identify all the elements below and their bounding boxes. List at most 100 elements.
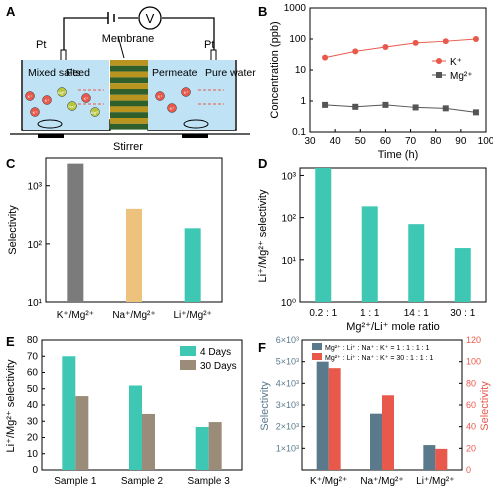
feed-label: Feed xyxy=(66,67,90,79)
circuit-wire xyxy=(63,17,215,50)
membrane-layer xyxy=(110,65,148,72)
axis-ticks-c: 10¹ 10² 10³ xyxy=(28,182,50,309)
panel-letter-b: B xyxy=(258,4,267,19)
data-point xyxy=(472,36,479,42)
y-tick-label: 2×10³ xyxy=(276,422,299,432)
bar xyxy=(208,422,222,470)
y-tick-label: 60 xyxy=(27,368,39,379)
bar xyxy=(315,168,332,302)
legend-b: K⁺ Mg²⁺ xyxy=(432,57,473,82)
y-tick-label: 3×10³ xyxy=(276,400,299,410)
panel-letter-a: A xyxy=(6,4,16,19)
x-tick-label: 0.2 : 1 xyxy=(309,308,337,319)
membrane-layer xyxy=(110,118,148,124)
ion-label: Mg²⁺ xyxy=(58,90,67,95)
stirrer-magnet-left xyxy=(38,134,64,138)
ion-icon xyxy=(30,107,40,117)
y-axis-label-f: Selectivity xyxy=(259,381,271,431)
series-b xyxy=(322,36,479,116)
data-point xyxy=(442,105,449,112)
y-tick-label: 10 xyxy=(295,65,307,76)
ion-icon xyxy=(25,91,35,101)
y-axis-label-e: Li⁺/Mg²⁺ selectivity xyxy=(5,359,17,452)
y-axis-label-d: Li⁺/Mg²⁺ selectivity xyxy=(257,189,269,282)
ion-label: K⁺ xyxy=(170,106,175,111)
y2-tick-label: 20 xyxy=(466,443,476,453)
mixed-salts-label: Mixed salts xyxy=(28,67,81,79)
membrane-layer xyxy=(110,112,148,118)
x-tick-label: 70 xyxy=(405,136,417,147)
y-tick-label: 10² xyxy=(282,214,297,225)
x-tick-label: 14 : 1 xyxy=(404,308,429,319)
panel-letter-c: C xyxy=(6,156,16,171)
legend-label: Mg²⁺ : Li⁺ : Na⁺ : K⁺ = 30 : 1 : 1 : 1 xyxy=(325,355,433,362)
y-axis-label-b: Concentration (ppb) xyxy=(269,21,281,118)
bar xyxy=(435,448,448,470)
plot-frame-b xyxy=(309,7,487,133)
membrane-stack-icon xyxy=(110,60,148,130)
data-point xyxy=(322,101,329,108)
x-tick-label: Na⁺/Mg²⁺ xyxy=(360,476,403,487)
x-axis-label-d: Mg²⁺/Li⁺ mole ratio xyxy=(346,321,440,333)
axis-ticks-e: 0 10 20 30 40 50 60 70 80 xyxy=(27,335,45,476)
y-tick-label: 5×10³ xyxy=(276,357,299,367)
x-tick-label: 90 xyxy=(455,136,467,147)
y-tick-label: 10⁰ xyxy=(281,298,296,309)
y-tick-label: 6×10³ xyxy=(276,335,299,345)
bar xyxy=(75,396,89,470)
panel-letter-e: E xyxy=(6,334,15,349)
panel-b: B 30 40 50 60 70 80 90 100 0.1 1 10 100 1000 Time (h… xyxy=(258,3,493,161)
data-point xyxy=(322,54,329,61)
ion-label: Na⁺ xyxy=(68,104,75,109)
bar xyxy=(184,228,201,302)
bar xyxy=(129,385,142,470)
ion-icon xyxy=(167,103,177,113)
data-point xyxy=(412,104,419,111)
axis-ticks-f: 1×10³ 2×10³ 3×10³ 4×10³ 5×10³ 6×10³ 0 20 40 60 80 1… xyxy=(276,335,481,475)
y-tick-label: 1000 xyxy=(284,3,307,14)
ion-label: K⁺ xyxy=(158,94,163,99)
feed-ions: K⁺ K⁺ K⁺ Mg²⁺ Na⁺ K⁺ Mg²⁺ K⁺ K⁺ K⁺ xyxy=(25,87,224,117)
y-tick-label: 10² xyxy=(28,240,43,251)
ion-icon xyxy=(155,91,165,101)
x-tick-label: Sample 2 xyxy=(121,476,164,487)
membrane-layer xyxy=(110,89,148,95)
y-tick-label: 30 xyxy=(27,416,39,427)
x-tick-label: 80 xyxy=(430,136,442,147)
ion-icon xyxy=(67,101,77,111)
panel-c: C 10¹ 10² 10³ K⁺/Mg²⁺ Na⁺/Mg²⁺ Li⁺/Mg²⁺ Sele… xyxy=(6,156,223,321)
ion-icon xyxy=(57,87,67,97)
y2-tick-label: 0 xyxy=(466,465,471,475)
membrane-layer xyxy=(110,60,148,66)
bar xyxy=(195,426,209,470)
y-axis-label-c: Selectivity xyxy=(7,205,19,255)
pure-water-label: Pure water xyxy=(205,67,256,79)
ion-icon xyxy=(181,87,191,97)
bar xyxy=(316,361,329,470)
x-tick-label: Na⁺/Mg²⁺ xyxy=(112,310,155,321)
membrane-layer xyxy=(110,123,148,130)
y-tick-label: 20 xyxy=(27,433,39,444)
legend-f: Mg²⁺ : Li⁺ : Na⁺ : K⁺ = 1 : 1 : 1 : 1 Mg… xyxy=(312,343,433,362)
x-tick-label: Sample 3 xyxy=(188,476,231,487)
pt-left-label: Pt xyxy=(36,39,46,51)
x-tick-label: Sample 1 xyxy=(54,476,97,487)
x-tick-label: K⁺/Mg²⁺ xyxy=(310,476,347,487)
x-tick-label: 1 : 1 xyxy=(360,308,380,319)
legend-e: 4 Days 30 Days xyxy=(180,346,237,372)
x-tick-label: 60 xyxy=(380,136,392,147)
series-line xyxy=(325,104,477,113)
bar xyxy=(361,206,378,302)
x-tick-label: Li⁺/Mg²⁺ xyxy=(416,476,454,487)
data-point xyxy=(472,109,479,116)
ion-label: K⁺ xyxy=(184,90,189,95)
y2-axis-label-f: Selectivity xyxy=(479,381,491,431)
bars-f: K⁺/Mg²⁺ Na⁺/Mg²⁺ Li⁺/Mg²⁺ xyxy=(310,361,455,487)
legend-label: 30 Days xyxy=(200,361,237,372)
y2-tick-label: 120 xyxy=(466,335,481,345)
series-line xyxy=(324,38,476,59)
svg-text:V: V xyxy=(146,11,155,26)
